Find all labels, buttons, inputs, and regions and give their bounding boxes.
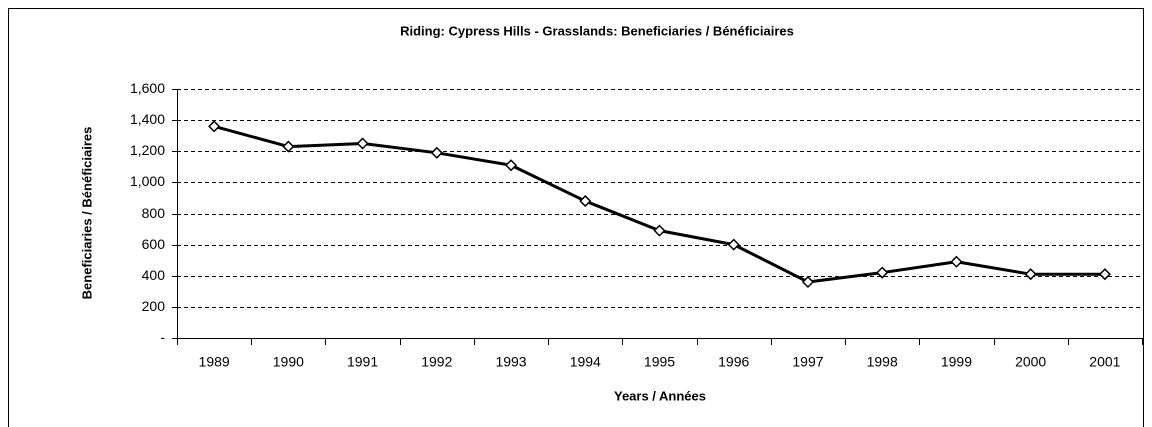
x-tick-label: 1992 xyxy=(421,354,452,370)
x-axis-label: Years / Années xyxy=(614,388,706,403)
x-tick-label: 1997 xyxy=(792,354,823,370)
data-point xyxy=(430,146,443,159)
x-tick-label: 2001 xyxy=(1089,354,1120,370)
y-tick-label: 1,200 xyxy=(130,142,165,158)
y-tick-label: 600 xyxy=(142,236,166,252)
chart-border xyxy=(8,8,1144,427)
y-tick-label: 200 xyxy=(142,298,166,314)
data-point xyxy=(950,255,963,268)
data-point xyxy=(504,159,518,172)
x-tick-label: 2000 xyxy=(1015,354,1046,370)
y-tick-label: - xyxy=(160,329,165,345)
y-tick-label: 800 xyxy=(142,205,166,221)
data-point xyxy=(876,266,889,279)
x-tick-label: 1993 xyxy=(495,354,526,370)
y-tick-label: 1,000 xyxy=(130,173,165,189)
chart-title: Riding: Cypress Hills - Grasslands: Bene… xyxy=(400,23,794,38)
x-tick-label: 1998 xyxy=(867,354,898,370)
data-point xyxy=(282,140,295,153)
x-tick-label: 1990 xyxy=(273,354,304,370)
x-tick-label: 1994 xyxy=(570,354,601,370)
series-line xyxy=(213,124,1105,284)
y-tick-label: 400 xyxy=(142,267,166,283)
data-point xyxy=(1024,268,1037,281)
x-tick-label: 1999 xyxy=(941,354,972,370)
data-point xyxy=(208,120,221,133)
y-tick-label: 1,400 xyxy=(130,111,165,127)
y-tick-label: 1,600 xyxy=(130,80,165,96)
x-tick-label: 1996 xyxy=(718,354,749,370)
data-point xyxy=(653,224,666,237)
x-tick-label: 1995 xyxy=(644,354,675,370)
x-tick-label: 1991 xyxy=(347,354,378,370)
data-point xyxy=(727,238,740,251)
data-point xyxy=(356,137,369,150)
data-point xyxy=(801,275,815,289)
data-point xyxy=(1098,268,1111,281)
data-point xyxy=(579,194,592,208)
y-axis-label: Beneficiaries / Bénéficiaires xyxy=(79,127,94,300)
x-tick-label: 1989 xyxy=(199,354,230,370)
